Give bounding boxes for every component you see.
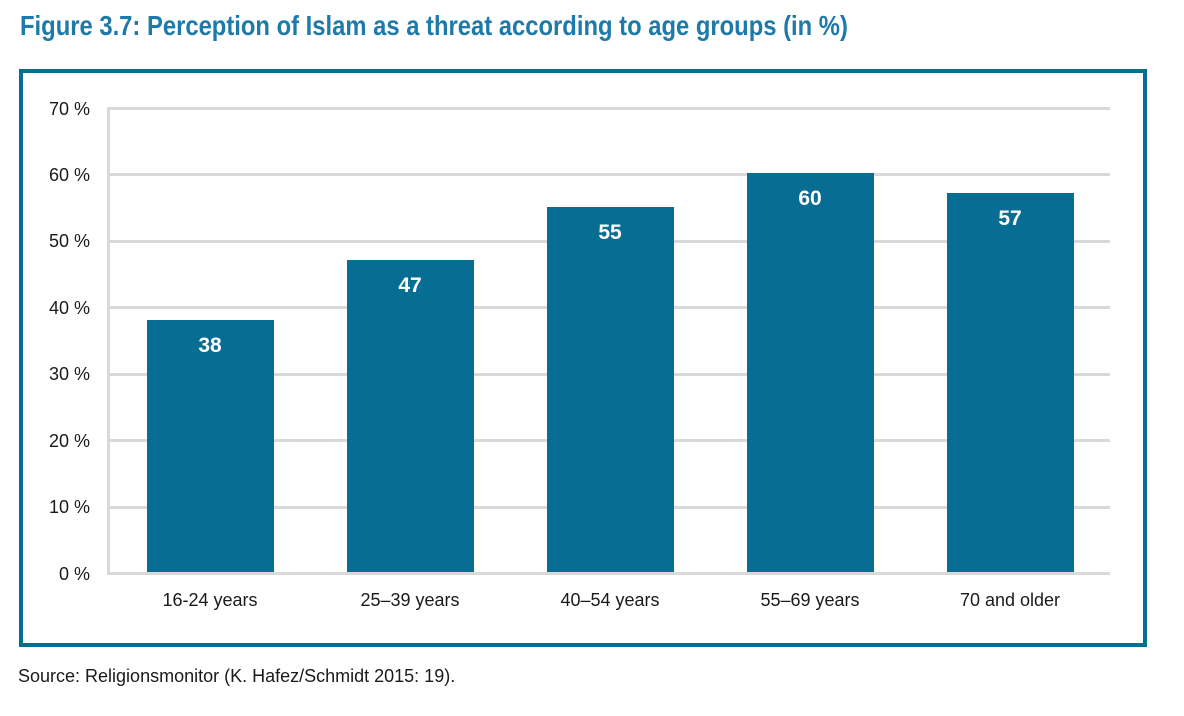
gridline bbox=[110, 107, 1110, 110]
y-axis-line bbox=[107, 107, 110, 575]
bar-value-label: 57 bbox=[998, 207, 1022, 231]
chart-frame: 0 % 10 % 20 % 30 % 40 % 50 % 60 % 70 % 38 16-24 y… bbox=[19, 69, 1147, 647]
bar: 47 bbox=[346, 259, 474, 572]
source-note: Source: Religionsmonitor (K. Hafez/Schmi… bbox=[18, 666, 456, 686]
y-tick-label: 40 % bbox=[48, 297, 90, 318]
x-tick-label: 70 and older bbox=[959, 590, 1061, 610]
x-tick-label: 55–69 years bbox=[760, 590, 860, 610]
x-tick-label: 25–39 years bbox=[360, 590, 460, 610]
y-tick-label: 70 % bbox=[48, 98, 90, 119]
bar-value-label: 60 bbox=[798, 187, 822, 211]
y-tick-label: 60 % bbox=[48, 164, 90, 185]
bar: 55 bbox=[546, 206, 674, 572]
gridline bbox=[110, 173, 1110, 177]
bar: 38 bbox=[146, 319, 274, 572]
y-tick-label: 30 % bbox=[48, 364, 90, 385]
bar: 57 bbox=[946, 193, 1074, 572]
bar: 60 bbox=[746, 173, 874, 572]
x-tick-label: 40–54 years bbox=[560, 590, 660, 610]
bar-value-label: 38 bbox=[198, 333, 222, 357]
gridline bbox=[110, 572, 1110, 575]
x-tick-label: 16-24 years bbox=[162, 590, 258, 610]
plot-area: 0 % 10 % 20 % 30 % 40 % 50 % 60 % 70 % 38 16-24 y… bbox=[49, 99, 1110, 610]
bar-value-label: 47 bbox=[398, 273, 422, 297]
y-tick-label: 50 % bbox=[48, 231, 90, 252]
y-tick-label: 20 % bbox=[48, 430, 90, 451]
y-tick-label: 10 % bbox=[48, 497, 90, 518]
figure-title: Figure 3.7: Perception of Islam as a thr… bbox=[20, 10, 848, 41]
bar-value-label: 55 bbox=[598, 220, 622, 244]
y-tick-label: 0 % bbox=[58, 563, 90, 584]
